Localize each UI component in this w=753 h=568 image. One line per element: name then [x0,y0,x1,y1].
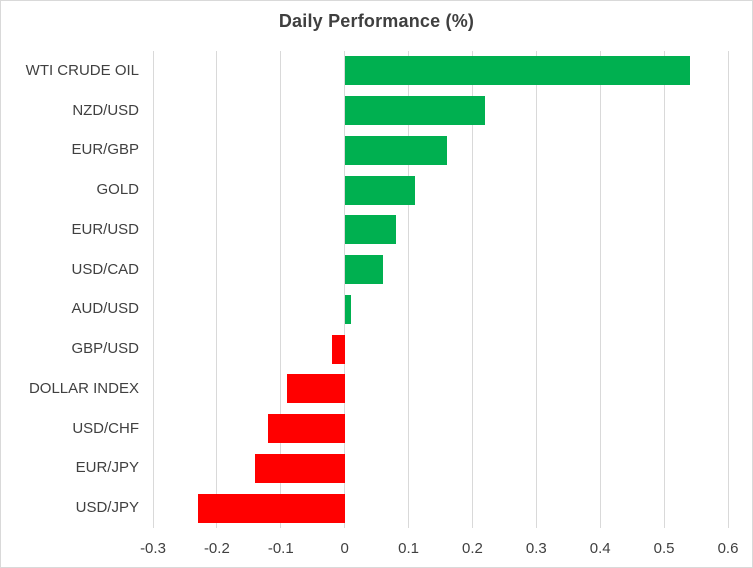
x-tick-label: -0.3 [140,540,166,557]
bar [344,135,447,165]
bar [344,96,486,126]
bar [344,255,383,285]
gridline [280,51,282,528]
gridline [408,51,410,528]
bar [344,56,690,86]
x-tick-label: -0.1 [267,540,294,557]
x-tick-label: 0.3 [525,540,547,557]
category-label: USD/CHF [72,419,139,437]
category-label: EUR/USD [71,220,139,238]
x-tick-label: 0.4 [589,540,611,557]
category-label: AUD/USD [71,300,139,318]
bar [344,294,352,324]
category-label: NZD/USD [72,101,139,119]
x-tick-label: 0 [340,540,349,557]
category-label: DOLLAR INDEX [28,379,139,397]
bar [268,414,345,444]
bar [331,334,345,364]
gridline [344,51,346,528]
gridline [663,51,665,528]
plot-area [152,51,729,528]
bar [197,493,345,523]
category-label: USD/JPY [75,499,139,517]
gridline [152,51,154,528]
x-axis: -0.3 -0.2 -0.1 0 0.1 0.2 0.3 0.4 0.5 0.6 [140,539,738,559]
category-label: EUR/GBP [71,141,139,159]
x-tick-label: 0.2 [462,540,483,557]
gridline [727,51,729,528]
x-tick-label: 0.6 [717,540,739,557]
bar [344,175,415,205]
bar [344,215,396,245]
gridline [216,51,218,528]
x-tick-label: -0.2 [203,540,230,557]
category-axis: WTI CRUDE OIL NZD/USD EUR/GBP GOLD EUR/USD US… [1,51,139,528]
category-label: GOLD [96,181,139,199]
x-tick-label: 0.1 [398,540,419,557]
gridline [599,51,601,528]
bar [287,374,345,404]
category-label: USD/CAD [71,260,139,278]
category-label: EUR/JPY [75,459,139,477]
bar [255,453,345,483]
gridline [535,51,537,528]
chart-title: Daily Performance (%) [278,11,475,31]
category-label: GBP/USD [71,340,139,358]
gridline [471,51,473,528]
category-label: WTI CRUDE OIL [25,61,139,79]
x-tick-label: 0.5 [653,540,675,557]
